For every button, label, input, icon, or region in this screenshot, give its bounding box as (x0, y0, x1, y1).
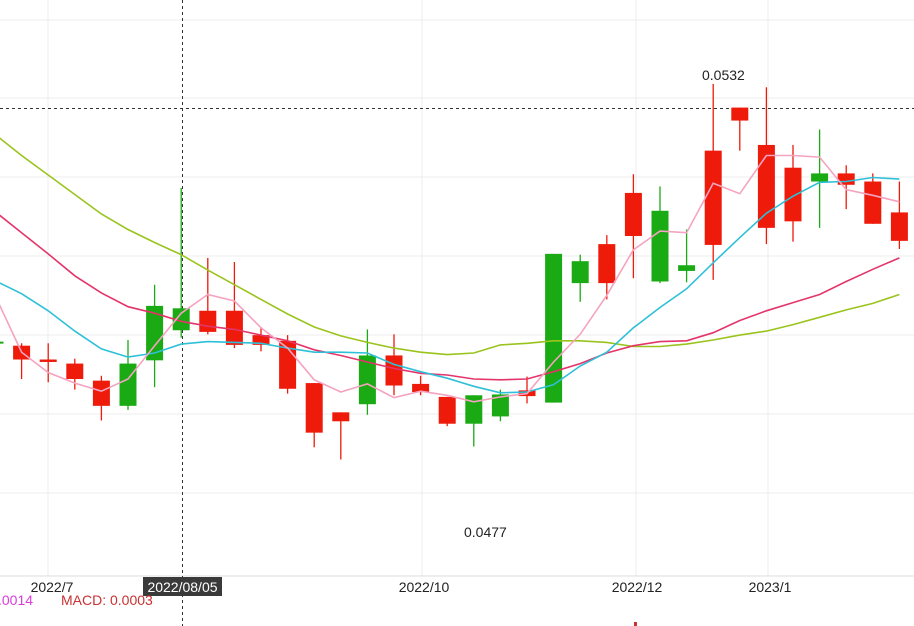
candle-down (864, 173, 882, 224)
candle-down (598, 235, 616, 300)
candle-body (757, 144, 775, 228)
low-value-label: 0.0477 (464, 524, 507, 540)
candle-body (385, 355, 403, 386)
candle-down (252, 327, 270, 352)
candle-down (731, 107, 749, 151)
candle-down (438, 396, 456, 427)
candle-body (651, 210, 669, 282)
candle-down (305, 383, 323, 448)
candle-down (13, 343, 31, 380)
candle-down (784, 144, 802, 242)
candle-body (678, 265, 696, 271)
candle-up (678, 229, 696, 283)
candle-body (624, 192, 642, 236)
candle-up (811, 129, 829, 228)
x-tick-label: 2022/12 (612, 579, 663, 595)
candle-down (704, 84, 722, 280)
candles (0, 84, 908, 460)
candle-down (624, 174, 642, 279)
candle-body (252, 335, 270, 345)
ma20-line (0, 214, 900, 381)
candle-down (66, 358, 84, 390)
candle-body (571, 261, 589, 284)
candle-body (146, 305, 164, 361)
candle-body (39, 359, 57, 362)
candle-body (199, 310, 217, 332)
candle-body (0, 341, 4, 344)
x-tick-label: 2023/1 (749, 579, 792, 595)
candle-down (225, 261, 243, 349)
candle-body (412, 383, 430, 393)
candle-up (146, 284, 164, 388)
candle-up (491, 389, 509, 422)
candle-body (784, 167, 802, 222)
candle-down (332, 412, 350, 460)
candle-body (864, 181, 882, 224)
candle-body (438, 396, 456, 424)
candle-up (571, 254, 589, 302)
candle-body (731, 107, 749, 121)
candle-body (491, 394, 509, 417)
candle-body (119, 363, 137, 406)
candle-up (465, 395, 483, 447)
candle-body (598, 244, 616, 284)
candle-down (757, 87, 775, 245)
macd-value-label: MACD: 0.0003 (61, 592, 153, 608)
labels: 0.0532 0.0477 2022/7 2022/10 2022/12 2023/1 20… (31, 67, 792, 626)
candle-body (305, 383, 323, 433)
candle-body (225, 310, 243, 345)
candle-up (358, 329, 376, 415)
grid-lines (0, 0, 914, 577)
candle-body (172, 308, 190, 331)
candle-down (92, 375, 110, 421)
crosshair-date-box (143, 577, 222, 596)
ma5-line (0, 154, 900, 403)
candle-body (465, 395, 483, 424)
candle-body (66, 363, 84, 380)
x-tick-label: 2022/10 (399, 579, 450, 595)
candle-up (651, 186, 669, 284)
candle-body (332, 412, 350, 422)
crosshair-date-label: 2022/08/05 (147, 579, 217, 595)
candle-down (837, 165, 855, 210)
candle-body (545, 253, 563, 403)
candle-up (172, 188, 190, 338)
moving-averages (0, 137, 900, 403)
dif-value-partial: .0014 (0, 592, 34, 608)
candle-up (545, 253, 563, 403)
candle-up (119, 340, 137, 410)
candle-body (811, 173, 829, 182)
candle-body (704, 150, 722, 245)
candle-body (837, 173, 855, 185)
candle-up (0, 341, 4, 344)
candle-down (39, 343, 57, 383)
high-value-label: 0.0532 (702, 67, 745, 83)
macd-bar-mark (634, 622, 637, 626)
ma30-line (0, 137, 900, 356)
candle-body (358, 355, 376, 405)
candle-body (890, 212, 908, 241)
candle-body (92, 380, 110, 406)
candle-down (890, 181, 908, 249)
ma10-line (0, 176, 900, 394)
x-tick-label: 2022/7 (31, 579, 74, 595)
candle-down (412, 375, 430, 396)
